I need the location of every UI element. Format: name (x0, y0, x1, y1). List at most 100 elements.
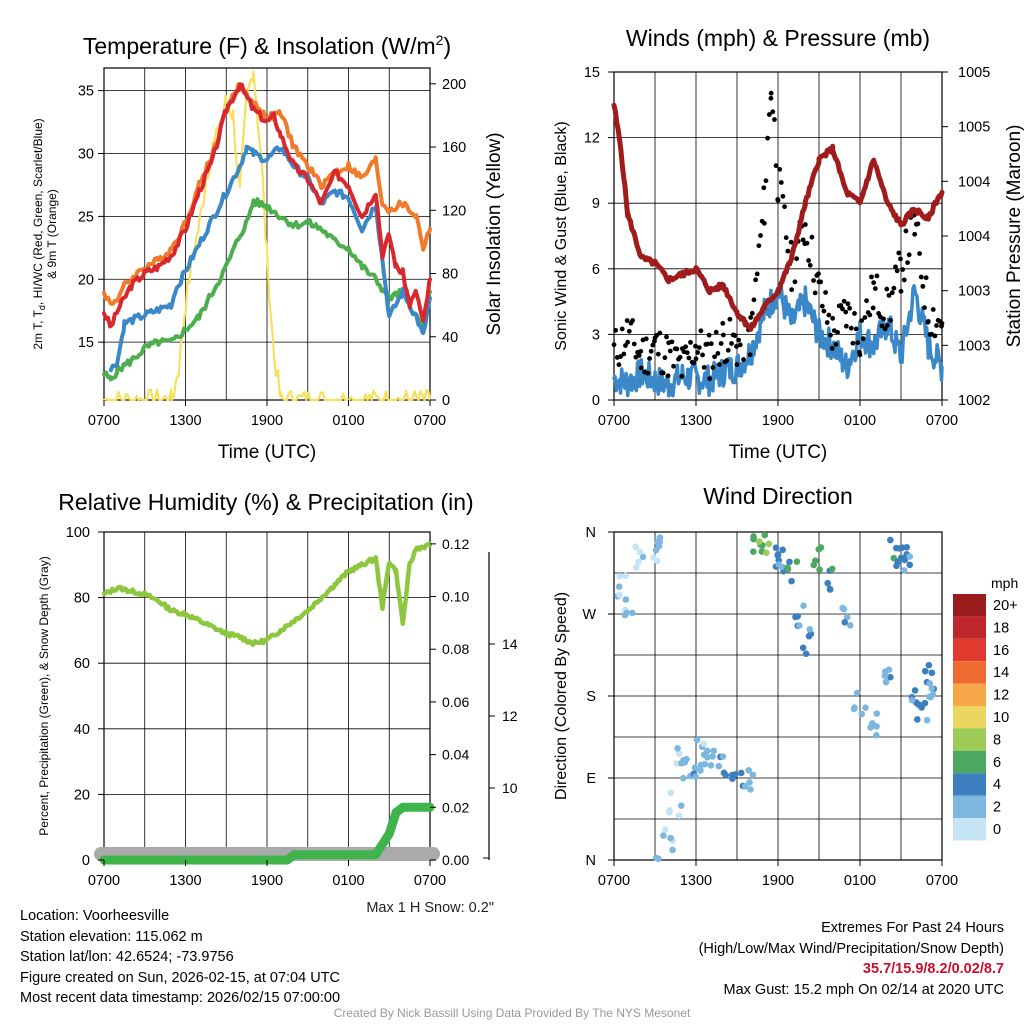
wind-gust-point (889, 290, 895, 296)
dir-point (746, 779, 753, 786)
dir-point (928, 685, 936, 692)
dir-point (741, 782, 749, 790)
wind-gust-point (777, 166, 783, 172)
dir-point (635, 558, 642, 566)
wind-xtick-label: 0700 (926, 413, 958, 429)
temp-y2tick-label: 80 (442, 267, 458, 283)
wind-gust-point (775, 198, 781, 203)
dir-point (680, 757, 687, 764)
station-location: Location: Voorheesville (20, 908, 170, 924)
wind-y2tick-label: 1005 (958, 120, 990, 136)
rh-ytick-label: 60 (74, 656, 90, 672)
wind-gust-point (879, 323, 885, 329)
extremes-title: Extremes For Past 24 Hours (821, 920, 1004, 936)
wind-gust-point (811, 278, 816, 283)
wind-gust-point (734, 362, 740, 367)
temp-xlabel: Time (UTC) (218, 442, 317, 463)
dir-point (841, 618, 849, 626)
wind-gust-point (734, 344, 739, 349)
wind-gust-point (792, 279, 798, 285)
wind-gust-point (848, 325, 854, 331)
wind-gust-point (920, 283, 926, 289)
dir-point (926, 680, 933, 687)
wind-gust-point (939, 321, 945, 326)
dir-point (639, 553, 647, 561)
dir-point (775, 561, 782, 568)
wind-gust-point (625, 339, 631, 345)
rh-y2tick-label: 0.02 (442, 799, 469, 815)
wind-gust-point (915, 221, 921, 227)
legend-swatch (953, 750, 986, 774)
wind-gust-point (829, 345, 835, 351)
wind-ytick-label: 0 (592, 393, 600, 409)
temp-series-td (102, 197, 432, 382)
wind-gust-point (647, 356, 652, 361)
wind-gust-point (859, 318, 865, 324)
dir-point (745, 766, 752, 774)
wind-gust-point (613, 327, 619, 333)
wind-gust-point (737, 342, 743, 348)
wind-y2tick-label: 1004 (958, 174, 990, 190)
wind-xlabel: Time (UTC) (729, 442, 828, 463)
wind-gust-point (922, 305, 927, 311)
wind-gust-point (780, 193, 786, 199)
wind-gust-point (747, 352, 753, 358)
wind-gust-point (621, 351, 627, 357)
dir-point (675, 812, 683, 819)
wind-gust-point (667, 348, 673, 354)
dir-point (669, 846, 676, 854)
rh-y3tick-label: 10 (502, 780, 518, 796)
wind-gust-point (624, 318, 630, 323)
wind-gust-point (662, 355, 668, 361)
wind-gust-point (729, 341, 734, 346)
legend-swatch (953, 818, 986, 841)
dir-point (623, 609, 630, 617)
rh-y2tick-label: 0.10 (442, 589, 469, 605)
wind-gust-point (631, 341, 637, 347)
dir-point (914, 716, 921, 723)
wind-gust-point (710, 365, 716, 370)
rh-snow-note: Max 1 H Snow: 0.2" (366, 900, 494, 916)
wind-gust-point (828, 332, 833, 338)
wind-gust-point (626, 328, 632, 334)
extremes-values: 35.7/15.9/8.2/0.02/8.7 (862, 961, 1004, 977)
dir-point (862, 704, 869, 711)
wind-gust-point (665, 373, 671, 379)
dir-point (772, 544, 780, 552)
wind-gust-point (660, 370, 666, 376)
wind-gust-point (788, 239, 794, 245)
dir-point (774, 552, 782, 559)
wind-gust-point (638, 348, 644, 354)
dir-point (628, 609, 636, 617)
dir-point (707, 762, 715, 769)
wind-gust-point (860, 336, 866, 342)
wind-gust-point (695, 350, 701, 355)
rh-y2tick-label: 0.08 (442, 641, 469, 657)
wind-gust-point (925, 319, 931, 324)
legend-title: mph (991, 575, 1018, 591)
wind-gust-point (688, 339, 693, 345)
wind-y2tick-label: 1004 (958, 229, 990, 245)
wind-gust-point (824, 320, 830, 325)
wind-gust-point (934, 323, 939, 328)
wind-gust-point (845, 301, 851, 307)
dir-point (792, 613, 799, 621)
wind-gust-point (674, 346, 680, 352)
wind-gust-point (650, 342, 656, 348)
wind-gust-point (698, 328, 704, 334)
wind-gust-point (874, 273, 880, 279)
wind-gust-point (816, 271, 821, 277)
wind-gust-point (906, 252, 912, 258)
rh-ytick-label: 100 (66, 525, 90, 541)
temp-ylabel: 2m T, Td, HI/WC (Red, Green, Scarlet/Blu… (31, 118, 47, 349)
temp-xtick-label: 1900 (251, 413, 283, 429)
dir-point (882, 678, 890, 686)
dir-point (720, 769, 728, 777)
wind-gust-point (830, 315, 836, 321)
dir-point (843, 613, 851, 621)
temp-y2tick-label: 120 (442, 203, 466, 219)
station-info: Location: Voorheesville Station elevatio… (20, 906, 340, 1009)
wind-title: Winds (mph) & Pressure (mb) (626, 25, 930, 51)
dir-point (911, 687, 919, 694)
dir-point (800, 602, 807, 610)
